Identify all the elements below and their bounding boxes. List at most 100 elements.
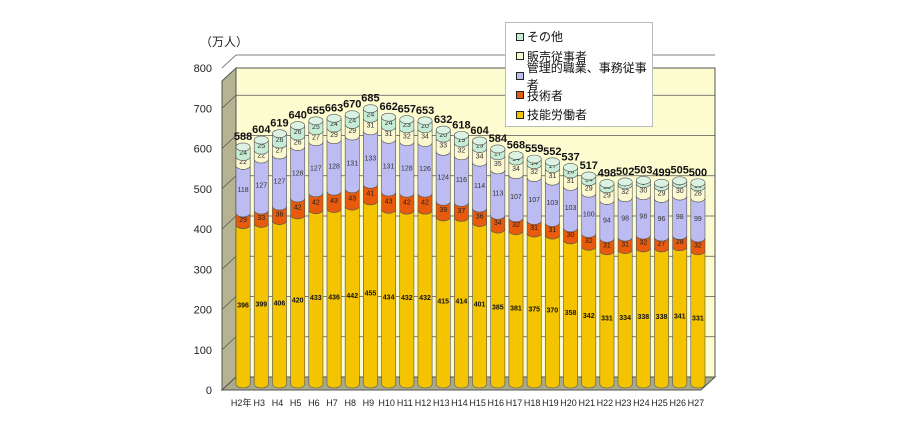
x-tick-label: H15 [469, 398, 486, 408]
segment-value-label: 338 [637, 314, 649, 321]
segment-value-label: 32 [639, 240, 647, 247]
segment-value-label: 26 [294, 129, 302, 136]
bar-top-cap [617, 177, 633, 187]
bar-total-label: 663 [325, 102, 343, 114]
segment-value-label: 32 [403, 133, 411, 140]
x-tick-label: H17 [506, 398, 523, 408]
segment-value-label: 127 [255, 183, 267, 190]
x-tick-label: H24 [633, 398, 650, 408]
segment-value-label: 432 [401, 295, 413, 302]
bar-top-cap [235, 142, 251, 152]
x-tick-label: H12 [415, 398, 432, 408]
legend-swatch-icon [516, 110, 524, 119]
y-tick-label: 400 [194, 224, 212, 236]
segment-value-label: 370 [547, 308, 559, 315]
segment-value-label: 24 [385, 120, 393, 127]
segment-value-label: 396 [237, 302, 249, 309]
x-tick-label: H23 [615, 398, 632, 408]
x-tick-label: H3 [254, 398, 266, 408]
segment-value-label: 124 [437, 174, 449, 181]
segment-value-label: 23 [403, 122, 411, 129]
bar-top-cap [381, 112, 397, 122]
legend-label: 技術者 [527, 88, 564, 103]
segment-value-label: 128 [328, 163, 340, 170]
segment-value-label: 33 [257, 215, 265, 222]
bar-total-label: 552 [543, 146, 561, 158]
segment-value-label: 32 [530, 169, 538, 176]
x-tick-label: H25 [651, 398, 668, 408]
segment-value-label: 14 [530, 160, 538, 167]
segment-value-label: 341 [674, 313, 686, 320]
legend-item-other: その他 [516, 27, 652, 47]
bar-top-cap [635, 176, 651, 185]
segment-value-label: 41 [367, 191, 375, 198]
segment-value-label: 436 [328, 294, 340, 301]
bar-total-label: 505 [671, 165, 689, 177]
legend-label: 販売従事者 [527, 49, 588, 64]
bar-top-cap [472, 136, 487, 146]
legend-label: その他 [527, 30, 564, 45]
segment-value-label: 338 [656, 314, 668, 321]
segment-value-label: 128 [401, 165, 413, 172]
segment-value-label: 433 [310, 295, 322, 302]
segment-value-label: 31 [548, 227, 556, 234]
segment-value-label: 358 [565, 310, 577, 317]
segment-value-label: 29 [603, 193, 611, 200]
segment-value-label: 420 [292, 297, 304, 304]
segment-value-label: 107 [510, 194, 522, 201]
bar-top-cap [344, 110, 360, 120]
segment-value-label: 442 [346, 293, 358, 300]
segment-value-label: 19 [458, 137, 466, 144]
segment-value-label: 43 [385, 199, 393, 206]
gridline-side [221, 296, 237, 310]
segment-value-label: 399 [255, 302, 267, 309]
bar-total-label: 604 [470, 125, 489, 137]
segment-value-label: 32 [585, 238, 593, 245]
segment-value-label: 99 [694, 216, 702, 223]
segment-value-label: 22 [257, 153, 265, 160]
segment-value-label: 43 [348, 195, 356, 202]
segment-value-label: 406 [274, 300, 286, 307]
gridline-side [221, 54, 237, 69]
segment-value-label: 375 [528, 307, 540, 314]
segment-value-label: 34 [421, 134, 429, 141]
segment-value-label: 113 [492, 191, 503, 198]
segment-value-label: 36 [276, 211, 284, 218]
bar-top-cap [490, 144, 506, 154]
segment-value-label: 33 [439, 143, 447, 150]
gridline-side [221, 336, 237, 351]
bar-total-label: 653 [416, 105, 434, 117]
segment-value-label: 98 [676, 214, 684, 221]
segment-value-label: 31 [385, 131, 393, 138]
bar-top-cap [308, 116, 324, 126]
bar-total-label: 584 [489, 133, 508, 145]
segment-value-label: 401 [474, 301, 486, 308]
chart-legend: その他 販売従事者 管理的職業、事務従事者 技術者 技能労働者 [505, 22, 653, 127]
segment-value-label: 107 [528, 197, 540, 204]
bar-top-cap [253, 135, 269, 145]
segment-value-label: 36 [476, 213, 484, 220]
segment-value-label: 37 [458, 208, 466, 215]
legend-swatch-icon [516, 71, 524, 80]
segment-value-label: 96 [658, 216, 666, 223]
segment-value-label: 29 [239, 217, 247, 224]
x-tick-label: H4 [272, 398, 284, 408]
y-tick-label: 100 [194, 345, 212, 357]
segment-value-label: 94 [603, 217, 611, 224]
segment-value-label: 16 [567, 169, 575, 176]
bar-total-label: 619 [270, 118, 288, 130]
legend-label: 技能労働者 [527, 108, 588, 123]
bar-top-cap [690, 178, 706, 188]
segment-value-label: 27 [312, 134, 320, 141]
segment-value-label: 26 [276, 137, 284, 144]
segment-value-label: 434 [383, 295, 395, 302]
segment-value-label: 39 [439, 207, 447, 214]
segment-value-label: 22 [239, 159, 247, 166]
x-tick-label: H2年 [231, 397, 252, 408]
x-tick-label: H27 [688, 398, 705, 408]
bar-total-label: 503 [634, 164, 652, 176]
segment-value-label: 34 [512, 166, 520, 173]
segment-value-label: 331 [601, 315, 613, 322]
bar-total-label: 685 [361, 93, 379, 105]
x-tick-label: H21 [578, 398, 595, 408]
